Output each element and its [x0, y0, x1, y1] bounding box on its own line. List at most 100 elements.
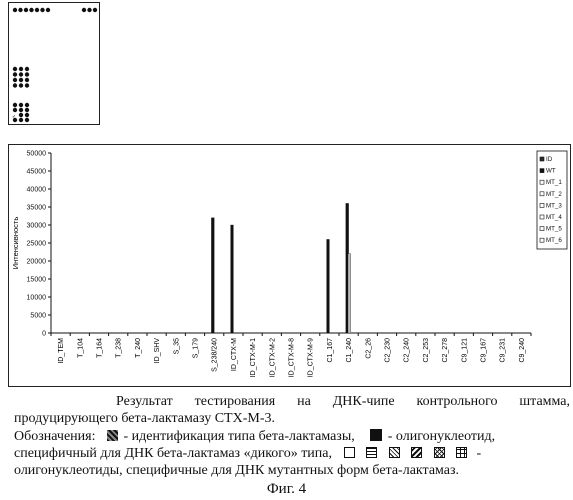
- chip-spot: [25, 103, 29, 107]
- legend-swatch: [540, 227, 544, 231]
- chip-spot: [18, 8, 22, 12]
- chip-spot: [13, 72, 17, 76]
- chip-spot: [25, 78, 29, 82]
- legend-swatch: [540, 192, 544, 196]
- legend-mt-dash: -: [477, 446, 482, 461]
- chip-spot: [19, 67, 23, 71]
- y-tick-label: 30000: [27, 223, 47, 230]
- x-tick-label: S_179: [193, 338, 200, 358]
- bar-wt: [211, 218, 214, 333]
- x-tick-label: C1_240: [346, 338, 353, 363]
- mt2-symbol-icon: [366, 447, 377, 458]
- chip-spot: [40, 8, 44, 12]
- chip-spot: [82, 8, 86, 12]
- legend-label: MT_1: [546, 179, 562, 186]
- chip-spot: [13, 78, 17, 82]
- mt4-symbol-icon: [411, 447, 422, 458]
- y-tick-label: 45000: [27, 169, 47, 176]
- x-tick-label: S_238/240: [212, 338, 219, 372]
- chip-spot: [35, 8, 39, 12]
- y-tick-label: 40000: [27, 187, 47, 194]
- x-tick-label: C2_278: [442, 338, 449, 363]
- bar-wt: [327, 239, 330, 333]
- mt1-symbol-icon: [344, 447, 355, 458]
- chip-dots: ✓: [9, 3, 99, 124]
- y-tick-label: 35000: [27, 205, 47, 212]
- chip-spot: [25, 83, 29, 87]
- chip-spot: [24, 8, 28, 12]
- x-tick-label: S_35: [173, 338, 180, 354]
- x-tick-label: C2_26: [365, 338, 372, 359]
- chip-spot: [25, 108, 29, 112]
- x-tick-label: T_104: [77, 338, 84, 358]
- legend-label: MT_6: [546, 237, 562, 244]
- chip-spot: [19, 83, 23, 87]
- x-tick-label: ID_CTX-M: [231, 338, 238, 371]
- y-tick-label: 20000: [27, 259, 47, 266]
- legend-wt-desc: - олигонуклеотид,: [388, 429, 495, 444]
- figure-caption: Результат тестирования на ДНК-чипе контр…: [14, 393, 570, 427]
- mt6-symbol-icon: [456, 447, 467, 458]
- bar-chart: 0500010000150002000025000300003500040000…: [9, 145, 570, 386]
- legend-label: ID: [546, 156, 553, 163]
- chip-spot: [19, 78, 23, 82]
- y-tick-label: 5000: [30, 313, 46, 320]
- x-tick-label: ID_CTX-M-9: [308, 338, 315, 377]
- chip-spot: [13, 8, 17, 12]
- chip-spot: [19, 108, 23, 112]
- y-tick-label: 25000: [27, 241, 47, 248]
- x-tick-label: T_240: [135, 338, 142, 358]
- mt3-symbol-icon: [389, 447, 400, 458]
- chart-frame: 0500010000150002000025000300003500040000…: [8, 144, 571, 387]
- chip-spot: [13, 103, 17, 107]
- chip-spot: [19, 118, 23, 122]
- legend-swatch: [540, 169, 544, 173]
- legend-mt-desc: олигонуклеотиды, специфичные для ДНК мут…: [14, 463, 459, 478]
- chip-spot: [13, 108, 17, 112]
- legend-swatch: [540, 215, 544, 219]
- chip-spot: [13, 67, 17, 71]
- chip-spot: [25, 118, 29, 122]
- wt-symbol-icon: [370, 429, 382, 441]
- x-tick-label: ID_CTX-M-1: [250, 338, 257, 377]
- legend-label: MT_2: [546, 191, 562, 198]
- x-tick-label: ID_SHV: [154, 338, 161, 364]
- id-symbol-icon: [107, 430, 118, 441]
- chip-spot: [25, 72, 29, 76]
- x-tick-label: C2_253: [423, 338, 430, 363]
- y-tick-label: 0: [42, 331, 46, 338]
- x-tick-label: C1_167: [327, 338, 334, 363]
- legend-line-3: олигонуклеотиды, специфичные для ДНК мут…: [14, 462, 459, 479]
- x-tick-label: C2_240: [404, 338, 411, 363]
- x-tick-label: ID_CTX-M-2: [269, 338, 276, 377]
- legend-wt-desc-cont: специфичный для ДНК бета-лактамаз «диког…: [14, 446, 332, 461]
- mt5-symbol-icon: [434, 447, 445, 458]
- bar-mt_1: [348, 254, 351, 333]
- legend-line-1: Обозначения: - идентификация типа бета-л…: [14, 428, 495, 445]
- legend-line-2: специфичный для ДНК бета-лактамаз «диког…: [14, 445, 481, 462]
- x-tick-label: C9_240: [519, 338, 526, 363]
- legend-swatch: [540, 238, 544, 242]
- legend-label: WT: [546, 168, 556, 175]
- dna-chip-image: ✓: [8, 2, 100, 125]
- legend-swatch: [540, 180, 544, 184]
- caption-text: Результат тестирования на ДНК-чипе контр…: [14, 394, 570, 426]
- y-axis-title-text: Интенсивность: [11, 217, 20, 270]
- chip-spot: [46, 8, 50, 12]
- chip-spot: [13, 83, 17, 87]
- legend-box: [537, 151, 567, 249]
- chip-spot: [93, 8, 97, 12]
- x-tick-label: ID_CTX-M-8: [289, 338, 296, 377]
- legend-label: MT_3: [546, 202, 562, 209]
- chip-spot: [29, 8, 33, 12]
- legend-swatch: [540, 203, 544, 207]
- y-tick-label: 10000: [27, 295, 47, 302]
- x-tick-label: C9_121: [461, 338, 468, 363]
- x-tick-label: ID_TEM: [58, 338, 65, 364]
- legend-label: MT_5: [546, 226, 562, 233]
- x-tick-label: T_164: [97, 338, 104, 358]
- bar-wt: [231, 225, 234, 333]
- x-tick-label: C9_167: [481, 338, 488, 363]
- chip-spot: [19, 72, 23, 76]
- legend-swatch: [540, 157, 544, 161]
